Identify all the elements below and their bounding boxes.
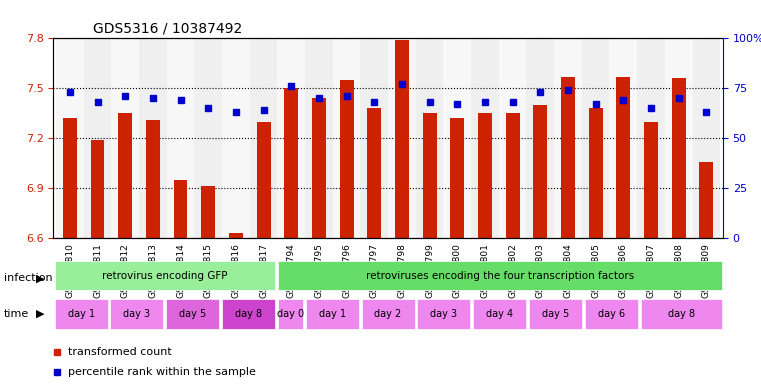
FancyBboxPatch shape [110,299,164,329]
Bar [84,38,111,238]
Text: day 4: day 4 [486,309,513,319]
Bar [361,38,388,238]
FancyBboxPatch shape [584,299,638,329]
Bar [312,98,326,238]
FancyBboxPatch shape [417,299,470,329]
Bar [305,38,333,238]
Text: day 1: day 1 [68,309,94,319]
Bar [256,122,270,238]
Bar [202,187,215,238]
Bar [561,77,575,238]
Bar [533,105,547,238]
FancyBboxPatch shape [278,299,303,329]
Bar [422,113,437,238]
Bar [339,80,354,238]
Text: retroviruses encoding the four transcription factors: retroviruses encoding the four transcrip… [365,270,634,281]
Text: infection: infection [4,273,53,283]
Bar [637,38,665,238]
Text: day 1: day 1 [319,309,345,319]
Text: day 3: day 3 [123,309,151,319]
Text: day 0: day 0 [277,309,304,319]
Text: day 6: day 6 [598,309,625,319]
Text: retrovirus encoding GFP: retrovirus encoding GFP [102,270,228,281]
Bar [554,38,582,238]
Bar [527,38,554,238]
FancyBboxPatch shape [166,299,219,329]
FancyBboxPatch shape [306,299,359,329]
Text: ▶: ▶ [36,273,44,283]
Text: time: time [4,309,29,319]
Bar [63,118,77,238]
Bar [91,140,104,238]
FancyBboxPatch shape [278,261,721,290]
Bar [451,118,464,238]
Text: day 5: day 5 [179,309,206,319]
Bar [229,233,243,238]
FancyBboxPatch shape [361,299,415,329]
Bar [395,40,409,238]
Bar [222,38,250,238]
Bar [285,88,298,238]
Bar [478,113,492,238]
Text: day 3: day 3 [431,309,457,319]
Bar [278,38,305,238]
Bar [174,180,187,238]
Bar [146,120,160,238]
Bar [388,38,416,238]
Bar [111,38,139,238]
Bar [693,38,720,238]
Bar [506,113,520,238]
Text: percentile rank within the sample: percentile rank within the sample [68,367,256,377]
FancyBboxPatch shape [641,299,721,329]
FancyBboxPatch shape [55,299,108,329]
Bar [368,108,381,238]
Bar [616,77,630,238]
FancyBboxPatch shape [529,299,582,329]
Bar [416,38,444,238]
Bar [471,38,498,238]
Bar [250,38,278,238]
Text: day 5: day 5 [542,309,569,319]
Bar [644,122,658,238]
Text: day 8: day 8 [235,309,262,319]
FancyBboxPatch shape [222,299,275,329]
Bar [672,78,686,238]
Bar [498,38,527,238]
Bar [333,38,361,238]
Bar [699,162,713,238]
Bar [167,38,194,238]
Bar [610,38,637,238]
Text: day 2: day 2 [374,309,402,319]
Bar [444,38,471,238]
FancyBboxPatch shape [55,261,275,290]
Text: transformed count: transformed count [68,347,172,357]
Text: ▶: ▶ [36,309,44,319]
Bar [194,38,222,238]
Text: GDS5316 / 10387492: GDS5316 / 10387492 [94,22,243,36]
Bar [139,38,167,238]
Bar [56,38,84,238]
Text: day 8: day 8 [667,309,695,319]
FancyBboxPatch shape [473,299,526,329]
Bar [118,113,132,238]
Bar [582,38,610,238]
Bar [589,108,603,238]
Bar [665,38,693,238]
